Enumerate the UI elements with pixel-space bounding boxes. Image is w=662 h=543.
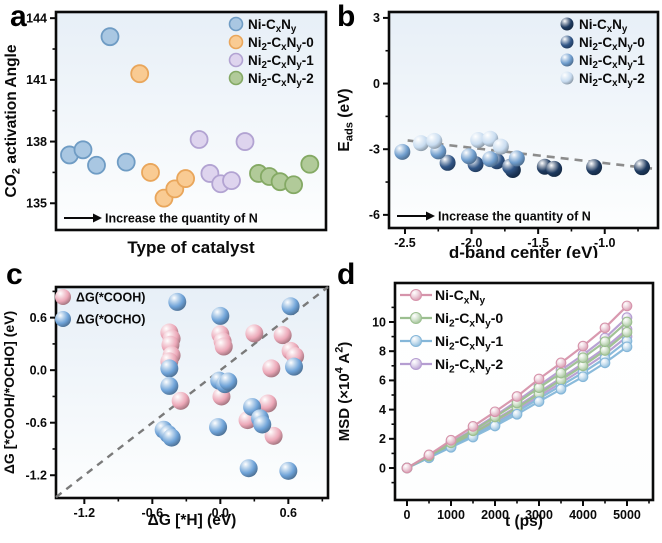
x-tick-label: 1000 (437, 508, 465, 522)
series-Ni2-CxNy-0 (130, 64, 196, 208)
panel-letter-b: b (337, 0, 356, 33)
y-tick-label: 0.0 (30, 363, 47, 377)
plot-area (387, 10, 660, 230)
annotation-text: Increase the quantity of N (105, 211, 258, 225)
y-axis-label: Eads (eV) (336, 88, 356, 151)
x-axis-label: t (ps) (505, 513, 543, 530)
y-tick-label: 8 (379, 344, 386, 358)
legend-label: Ni2-CxNy-2 (248, 71, 314, 89)
annotation-text: Increase the quantity of N (438, 209, 591, 223)
panel-letter-a: a (10, 0, 27, 33)
panel-c-gibbs-energies: 0.6 0.0 -0.6 -1.2 -1.2 -0.6 0.0 0.6 ΔG(*COOH) ΔG(… (0, 258, 331, 543)
series-Ni2-CxNy-1 (189, 130, 255, 194)
x-tick-label: 2000 (481, 508, 509, 522)
annotation-arrow: Increase the quantity of N (64, 211, 258, 225)
panel-b-eads-vs-dband: 3 0 -3 -6 -2.5 -2.0 -1.5 -1.0 Ni-CxNy Ni2-CxNy-0 N… (331, 0, 662, 258)
x-tick-label: 5000 (613, 508, 641, 522)
panel-letter-d: d (337, 258, 356, 291)
y-tick-label: 10 (372, 315, 386, 329)
y-tick-label: 2 (379, 432, 386, 446)
panel-letter-c: c (6, 258, 23, 291)
y-tick-label: -6 (369, 208, 380, 222)
legend-label: Ni2-CxNy-1 (435, 333, 503, 352)
y-tick-label: 135 (26, 197, 47, 211)
x-axis-label: ΔG [*H] (eV) (148, 512, 237, 529)
y-axis-label: MSD (×104 A2) (334, 342, 353, 441)
x-tick-label: -1.2 (74, 506, 96, 520)
y-tick-label: 4 (379, 403, 386, 417)
x-tick-label: 0.6 (280, 506, 297, 520)
legend-label: Ni-CxNy (435, 287, 486, 306)
legend-label: Ni2-CxNy-1 (248, 53, 314, 71)
plot-area (54, 10, 328, 232)
y-tick-label: 0 (379, 461, 386, 475)
y-tick-label: 3 (373, 11, 380, 25)
legend: ΔG(*COOH) ΔG(*OCHO) (55, 289, 145, 327)
legend-label: Ni-CxNy (579, 17, 628, 35)
legend-label: Ni2-CxNy-0 (248, 35, 314, 53)
panel-d-msd-vs-time: 0 2 4 6 8 10 0 1000 2000 3000 4000 5000 Ni-CxNy Ni2-C… (331, 258, 662, 543)
y-tick-label: 144 (26, 11, 47, 25)
y-axis-label: ΔG [*COOH/*OCHO] (eV) (1, 311, 17, 474)
series-ΔG(*OCHO) (154, 292, 303, 480)
axes: 0.6 0.0 -0.6 -1.2 -1.2 -0.6 0.0 0.6 (25, 290, 324, 520)
axes: 135 138 141 144 (26, 11, 56, 211)
y-tick-label: -1.2 (25, 469, 47, 483)
legend-label: Ni2-CxNy-0 (579, 35, 645, 53)
y-tick-label: 141 (26, 73, 47, 87)
legend-label: ΔG(*COOH) (76, 291, 145, 305)
x-tick-label: 3000 (525, 508, 553, 522)
legend-label: Ni2-CxNy-1 (579, 53, 645, 71)
x-tick-label: -0.6 (142, 506, 164, 520)
x-tick-label: 0 (404, 508, 411, 522)
y-tick-label: 138 (26, 135, 47, 149)
series-Ni-CxNy (60, 27, 136, 175)
x-axis-label: Type of catalyst (127, 238, 255, 257)
legend-label: Ni2-CxNy-2 (435, 356, 503, 375)
y-tick-label: -0.6 (25, 416, 47, 430)
panel-a-co2-activation-angle: 135 138 141 144 Ni-CxNy Ni2-CxNy-0 Ni2-CxNy-1 N… (0, 0, 331, 258)
chart-b-scatter: 30-3-6-2.5 -2.0 -1.5 -1.0Ni-CxNyNi2-CxNy-0N… (336, 10, 660, 258)
legend: Ni-CxNy Ni2-CxNy-0 Ni2-CxNy-1 Ni2-CxNy-2 (400, 287, 503, 375)
axes: 0 2 4 6 8 10 0 1000 2000 3000 4000 5000 (372, 306, 650, 522)
x-tick-label: -2.0 (461, 236, 483, 250)
x-tick-label: 0.0 (212, 506, 229, 520)
legend-label: Ni2-CxNy-0 (435, 310, 503, 329)
legend-label: ΔG(*OCHO) (76, 313, 145, 327)
series-Ni2-CxNy-2 (249, 154, 320, 195)
chart-c-scatter: 0.60.0-0.6-1.2-1.2 -0.6 0.0 0.6ΔG(*COOH)ΔG(… (1, 285, 330, 529)
series-Ni-CxNy (401, 300, 633, 474)
series-Ni-CxNy (504, 158, 651, 179)
series-Ni2-CxNy-2 (412, 130, 509, 155)
y-tick-label: 0 (373, 77, 380, 91)
x-tick-label: -1.0 (594, 236, 616, 250)
x-tick-label: -2.5 (394, 236, 416, 250)
axes: 3 0 -3 -6 -2.5 -2.0 -1.5 -1.0 (369, 11, 639, 250)
x-axis-label: d-band center (eV) (449, 243, 598, 258)
chart-d-lines: 0 2 4 6 8 10 0 1000 2000 3000 4000 5000 Ni-CxNy Ni2-C… (334, 281, 655, 530)
y-tick-label: -3 (369, 143, 380, 157)
chart-a-scatter: 135 138 141 144 Ni-CxNyNi2-CxNy-0Ni2-CxNy-1N… (3, 10, 328, 257)
legend-label: Ni2-CxNy-2 (579, 71, 645, 89)
parity-dashed-line (55, 286, 329, 499)
y-axis-label: CO2 activation Angle (3, 44, 23, 197)
x-tick-label: 4000 (569, 508, 597, 522)
legend-label: Ni-CxNy (248, 17, 297, 35)
y-tick-label: 0.6 (30, 311, 47, 325)
annotation-arrow: Increase the quantity of N (397, 209, 591, 223)
y-tick-label: 6 (379, 374, 386, 388)
x-tick-label: -1.5 (527, 236, 549, 250)
